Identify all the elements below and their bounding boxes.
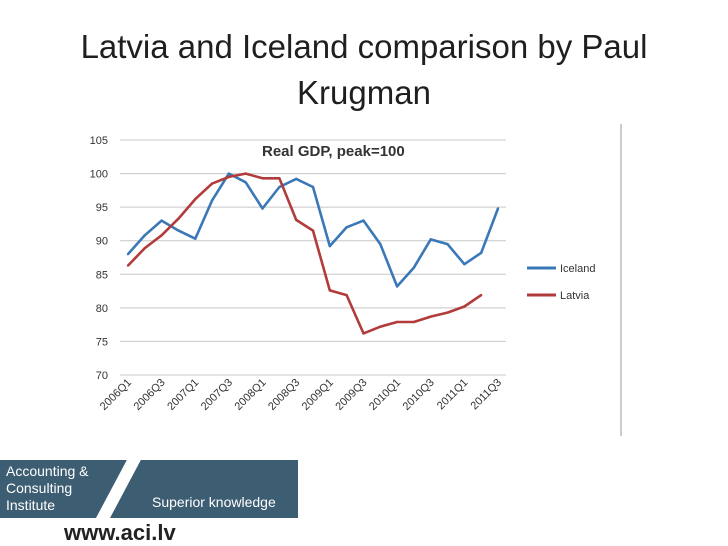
- data-point-iceland: [395, 285, 399, 288]
- data-point-latvia: [227, 175, 231, 179]
- data-point-latvia: [294, 218, 298, 222]
- data-point-iceland: [143, 234, 147, 237]
- data-point-iceland: [496, 207, 500, 210]
- x-tick-label: 2010Q3: [401, 377, 437, 413]
- logo-slash-shape: [96, 460, 141, 518]
- data-point-latvia: [395, 320, 399, 324]
- y-tick-label: 95: [96, 202, 108, 214]
- data-point-latvia: [463, 305, 466, 308]
- data-point-latvia: [412, 320, 416, 324]
- y-tick-label: 90: [96, 236, 108, 248]
- data-point-iceland: [160, 219, 163, 222]
- data-point-iceland: [278, 185, 281, 189]
- y-tick-label: 80: [96, 303, 108, 315]
- data-point-iceland: [126, 252, 130, 256]
- data-point-latvia: [479, 293, 483, 297]
- x-tick-label: 2007Q1: [165, 377, 201, 413]
- legend-label-latvia: Latvia: [560, 290, 590, 302]
- legend-label-iceland: Iceland: [560, 263, 595, 275]
- website-link[interactable]: www.aci.lv: [64, 520, 176, 545]
- data-point-latvia: [143, 246, 147, 250]
- x-tick-label: 2008Q3: [266, 377, 302, 413]
- y-tick-label: 105: [90, 135, 108, 147]
- data-point-latvia: [278, 177, 281, 180]
- data-point-iceland: [446, 242, 449, 246]
- data-point-iceland: [412, 266, 416, 269]
- chart-series: [126, 172, 500, 335]
- data-point-iceland: [210, 199, 214, 202]
- data-point-iceland: [345, 226, 348, 229]
- x-tick-label: 2008Q1: [232, 377, 268, 413]
- x-tick-label: 2011Q3: [469, 377, 505, 413]
- y-tick-label: 70: [96, 370, 108, 382]
- x-tick-label: 2010Q1: [367, 377, 403, 413]
- y-tick-label: 75: [96, 336, 108, 348]
- data-point-latvia: [244, 172, 247, 175]
- data-point-latvia: [311, 229, 315, 232]
- x-tick-label: 2006Q1: [98, 377, 134, 413]
- logo-tagline: Superior knowledge: [152, 494, 276, 510]
- y-axis-ticks: 70 75 80 85 90 95 100 105: [90, 135, 108, 382]
- data-point-latvia: [362, 332, 365, 335]
- data-point-latvia: [379, 325, 382, 328]
- data-point-iceland: [311, 185, 315, 189]
- data-point-latvia: [429, 315, 432, 318]
- data-point-iceland: [244, 181, 247, 184]
- data-point-latvia: [126, 264, 130, 267]
- data-point-latvia: [160, 234, 163, 237]
- x-axis-ticks: 2006Q12006Q32007Q12007Q32008Q12008Q32009…: [98, 377, 504, 413]
- chart-legend: Iceland Latvia: [527, 263, 595, 302]
- data-point-latvia: [261, 177, 264, 180]
- data-point-iceland: [194, 237, 197, 240]
- data-point-latvia: [210, 182, 214, 185]
- data-point-latvia: [446, 311, 449, 314]
- x-tick-label: 2007Q3: [199, 377, 235, 413]
- data-point-latvia: [345, 293, 348, 297]
- logo-company-name: Accounting & Consulting Institute: [6, 463, 89, 513]
- data-point-iceland: [463, 263, 466, 266]
- x-tick-label: 2009Q1: [300, 377, 336, 413]
- chart-title: Real GDP, peak=100: [262, 143, 405, 160]
- data-point-iceland: [479, 251, 483, 254]
- data-point-iceland: [362, 219, 365, 222]
- chart-grid: [120, 139, 506, 376]
- y-tick-label: 85: [96, 269, 108, 281]
- slide-title: Latvia and Iceland comparison by Paul Kr…: [80, 28, 648, 111]
- y-tick-label: 100: [90, 169, 108, 181]
- data-point-iceland: [227, 172, 231, 175]
- data-point-latvia: [328, 289, 332, 292]
- data-point-iceland: [328, 244, 332, 248]
- data-point-latvia: [194, 197, 197, 201]
- x-tick-label: 2006Q3: [132, 377, 168, 413]
- aci-logo: Accounting & Consulting Institute Superi…: [0, 460, 298, 518]
- data-point-latvia: [177, 217, 180, 220]
- data-point-iceland: [379, 242, 382, 246]
- series-line-latvia: [127, 172, 482, 335]
- data-point-iceland: [429, 238, 432, 241]
- data-point-iceland: [177, 229, 180, 232]
- data-point-iceland: [261, 207, 264, 210]
- x-tick-label: 2011Q1: [435, 377, 471, 413]
- data-point-iceland: [294, 177, 298, 181]
- x-tick-label: 2009Q3: [333, 377, 369, 413]
